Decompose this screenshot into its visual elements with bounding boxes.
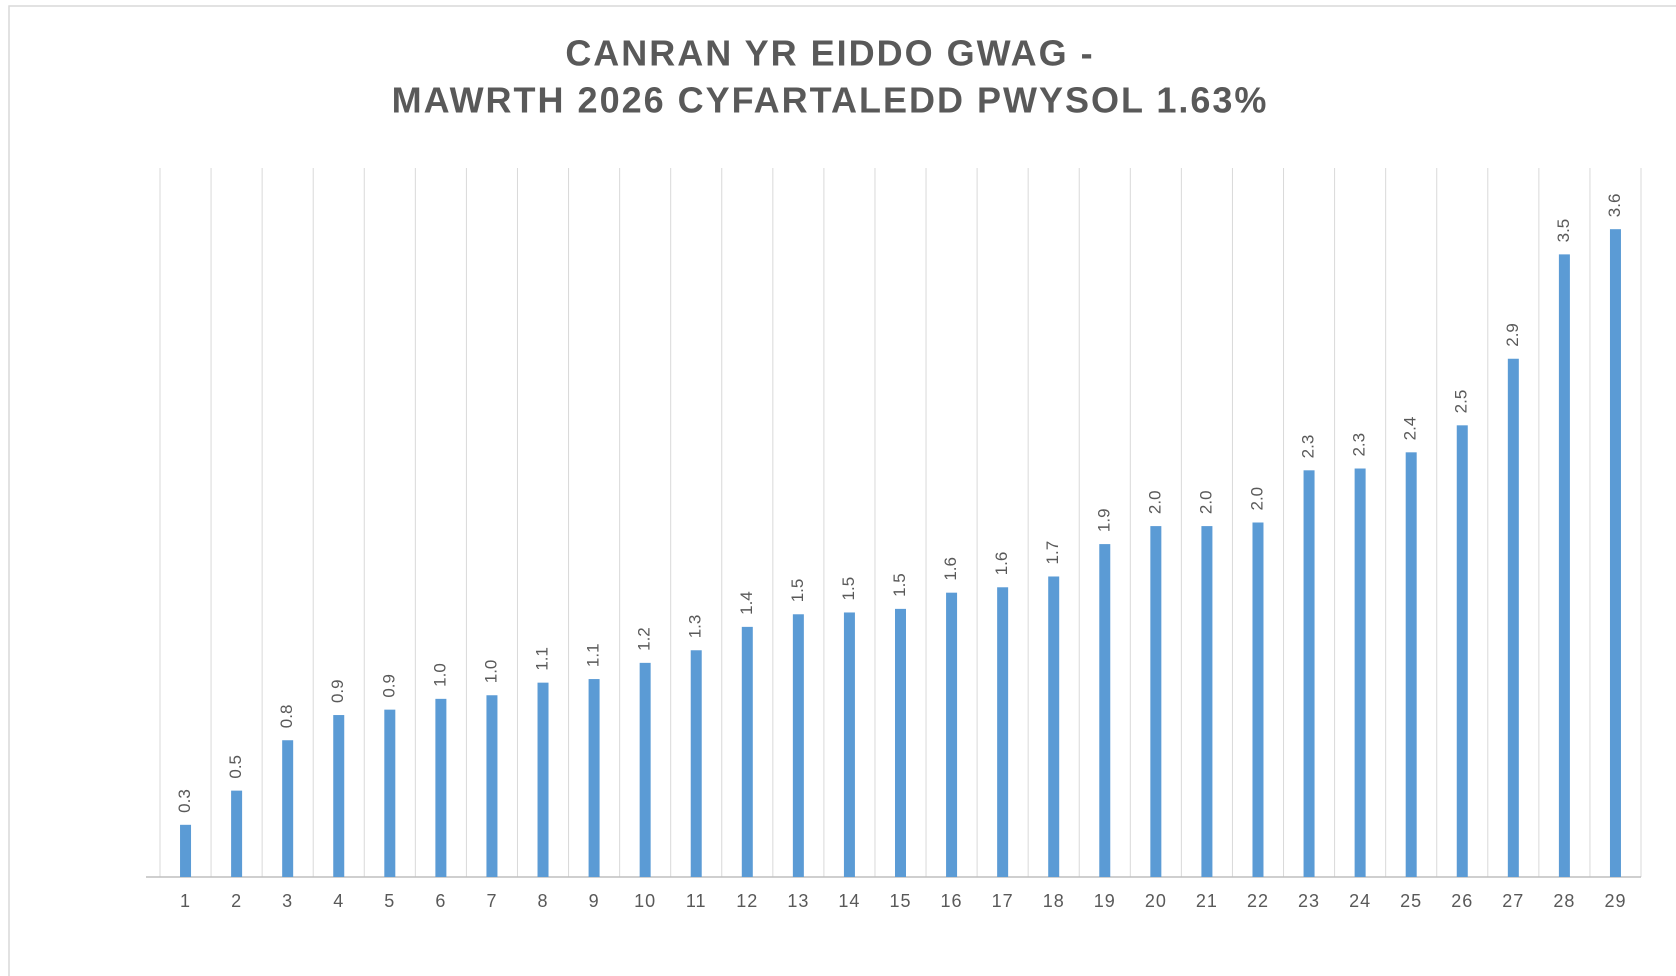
data-label: 2.9 bbox=[1503, 323, 1522, 347]
bar bbox=[588, 679, 600, 877]
data-label: 3.5 bbox=[1554, 219, 1573, 243]
data-label: 1.1 bbox=[533, 647, 552, 671]
x-tick-label: 24 bbox=[1349, 891, 1371, 911]
data-label: 1.1 bbox=[584, 643, 603, 667]
data-label: 2.4 bbox=[1401, 417, 1420, 441]
x-tick-label: 13 bbox=[787, 891, 809, 911]
x-tick-label: 15 bbox=[889, 891, 911, 911]
bar bbox=[1252, 522, 1264, 877]
data-label: 2.0 bbox=[1145, 490, 1164, 514]
data-label: 1.5 bbox=[839, 577, 858, 601]
bar bbox=[537, 682, 549, 877]
x-tick-label: 9 bbox=[589, 891, 600, 911]
bar bbox=[384, 709, 396, 877]
data-label: 1.0 bbox=[481, 660, 500, 684]
data-label: 1.9 bbox=[1094, 508, 1113, 532]
data-label: 1.5 bbox=[890, 573, 909, 597]
bar bbox=[1099, 544, 1111, 877]
chart-title: MAWRTH 2026 CYFARTALEDD PWYSOL 1.63% bbox=[392, 80, 1269, 121]
x-tick-label: 21 bbox=[1196, 891, 1218, 911]
x-tick-label: 8 bbox=[538, 891, 549, 911]
bar bbox=[231, 790, 243, 877]
x-tick-label: 7 bbox=[486, 891, 497, 911]
x-tick-label: 1 bbox=[180, 891, 191, 911]
data-label: 0.3 bbox=[175, 789, 194, 813]
x-tick-label: 18 bbox=[1043, 891, 1065, 911]
x-tick-label: 5 bbox=[384, 891, 395, 911]
bar bbox=[333, 715, 345, 877]
bar bbox=[1405, 452, 1417, 877]
x-tick-label: 11 bbox=[686, 891, 707, 911]
data-label: 1.7 bbox=[1043, 541, 1062, 565]
data-label: 1.5 bbox=[788, 579, 807, 603]
data-label: 2.0 bbox=[1196, 490, 1215, 514]
bar bbox=[690, 650, 702, 877]
x-tick-label: 10 bbox=[634, 891, 656, 911]
bar bbox=[792, 614, 804, 877]
bar bbox=[1456, 425, 1468, 877]
bar bbox=[435, 698, 447, 877]
bar bbox=[1150, 526, 1162, 877]
data-label: 0.9 bbox=[379, 674, 398, 698]
bar bbox=[1303, 470, 1315, 877]
x-tick-label: 6 bbox=[435, 891, 446, 911]
x-tick-label: 19 bbox=[1094, 891, 1116, 911]
data-label: 2.5 bbox=[1452, 390, 1471, 414]
x-tick-label: 17 bbox=[992, 891, 1014, 911]
bar bbox=[1507, 358, 1519, 877]
data-label: 2.3 bbox=[1299, 435, 1318, 459]
bar bbox=[1354, 468, 1366, 877]
data-label: 0.5 bbox=[226, 755, 245, 779]
x-tick-label: 4 bbox=[333, 891, 344, 911]
bar bbox=[1609, 229, 1621, 877]
x-tick-label: 14 bbox=[838, 891, 860, 911]
x-tick-label: 22 bbox=[1247, 891, 1269, 911]
data-label: 1.2 bbox=[635, 627, 654, 651]
bar bbox=[282, 740, 294, 877]
bar bbox=[1558, 254, 1570, 878]
data-label: 1.6 bbox=[992, 552, 1011, 576]
data-label: 1.3 bbox=[686, 615, 705, 639]
x-tick-label: 2 bbox=[231, 891, 242, 911]
x-tick-label: 26 bbox=[1451, 891, 1473, 911]
data-label: 2.3 bbox=[1350, 433, 1369, 457]
data-label: 1.6 bbox=[941, 557, 960, 581]
x-tick-label: 12 bbox=[736, 891, 758, 911]
x-tick-label: 3 bbox=[282, 891, 293, 911]
data-label: 1.0 bbox=[430, 663, 449, 687]
chart-title: CANRAN YR EIDDO GWAG - bbox=[565, 33, 1094, 74]
x-tick-label: 29 bbox=[1604, 891, 1626, 911]
chart-frame bbox=[8, 5, 1676, 976]
bar bbox=[895, 608, 906, 877]
bar bbox=[180, 824, 192, 877]
data-label: 1.4 bbox=[737, 591, 756, 615]
data-label: 0.8 bbox=[277, 705, 296, 729]
x-tick-label: 28 bbox=[1553, 891, 1575, 911]
data-label: 0.9 bbox=[328, 679, 347, 703]
x-tick-label: 16 bbox=[941, 891, 963, 911]
bar bbox=[997, 587, 1009, 877]
bar bbox=[486, 695, 498, 877]
bar bbox=[639, 662, 651, 877]
bar bbox=[843, 612, 855, 877]
x-tick-label: 20 bbox=[1145, 891, 1167, 911]
bar bbox=[1048, 576, 1060, 877]
x-tick-label: 27 bbox=[1502, 891, 1524, 911]
bar bbox=[1201, 526, 1213, 877]
x-tick-label: 25 bbox=[1400, 891, 1422, 911]
data-label: 2.0 bbox=[1247, 487, 1266, 511]
bar bbox=[741, 626, 753, 877]
bar bbox=[946, 592, 958, 877]
data-label: 3.6 bbox=[1605, 194, 1624, 218]
x-tick-label: 23 bbox=[1298, 891, 1320, 911]
